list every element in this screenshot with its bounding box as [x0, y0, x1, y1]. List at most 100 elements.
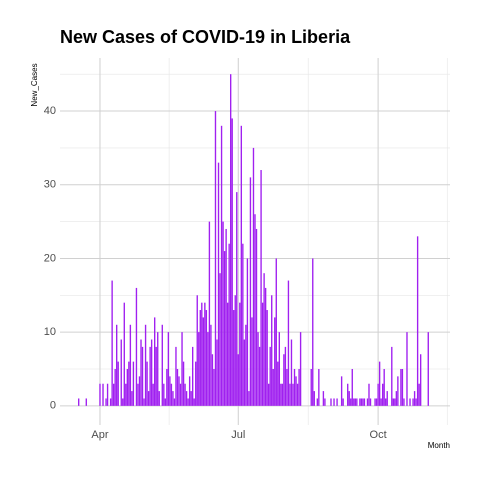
bar [195, 361, 197, 406]
bar [385, 398, 387, 406]
bar [381, 383, 384, 406]
bar [111, 280, 113, 406]
bar [413, 391, 416, 406]
bar [296, 383, 299, 406]
bar [78, 398, 80, 406]
bar [409, 398, 411, 406]
bar [378, 361, 381, 406]
bar [216, 339, 218, 406]
bar [374, 398, 376, 406]
bar [377, 383, 379, 406]
bar [416, 236, 419, 406]
bar [166, 368, 168, 406]
bar [299, 332, 302, 406]
bar [347, 383, 349, 406]
bar [363, 398, 366, 406]
bar [132, 361, 135, 406]
bar [187, 398, 189, 406]
bar [150, 339, 153, 406]
bar [105, 398, 107, 406]
bar [415, 398, 417, 406]
bar [392, 398, 394, 406]
x-tick-label: Jul [231, 429, 245, 441]
bar [419, 354, 422, 406]
bar [353, 398, 355, 406]
bar [267, 383, 270, 406]
bar [362, 398, 364, 406]
bar [106, 383, 109, 406]
bar [359, 398, 361, 406]
bar [172, 391, 174, 406]
bar [350, 398, 352, 406]
bar [254, 214, 256, 406]
bar [85, 398, 87, 406]
bar [391, 346, 393, 406]
y-axis-label: New_Cases [30, 63, 39, 106]
bar [258, 346, 261, 406]
bar [154, 317, 156, 406]
bar [252, 147, 255, 406]
bar [336, 398, 338, 406]
y-tick-label: 40 [44, 105, 56, 117]
bar [176, 368, 179, 406]
bar [324, 398, 326, 406]
bar [418, 383, 420, 406]
bar [210, 324, 212, 406]
bar [340, 376, 343, 406]
y-tick-label: 30 [44, 179, 56, 191]
bar [351, 368, 353, 406]
bar [220, 125, 223, 406]
bar [155, 346, 157, 406]
bar [149, 346, 151, 406]
bar [213, 368, 215, 406]
bar [237, 354, 239, 406]
bar [290, 339, 293, 406]
bar [157, 332, 159, 406]
bar [223, 251, 226, 406]
bar [366, 398, 369, 406]
bar [264, 287, 267, 406]
bar [123, 302, 125, 406]
bar [201, 302, 203, 406]
bar [333, 398, 335, 406]
bar [275, 258, 277, 406]
bar [322, 391, 325, 406]
bar [298, 368, 300, 406]
bar [112, 383, 115, 406]
bar [260, 170, 262, 406]
bar [217, 162, 220, 406]
bar [348, 391, 350, 406]
bar [293, 368, 296, 406]
bar [287, 280, 290, 406]
bar [427, 332, 429, 406]
bar [128, 361, 130, 406]
bar [211, 354, 214, 406]
bar [246, 258, 249, 406]
bar [263, 273, 265, 406]
bar [375, 398, 378, 406]
bar [173, 398, 176, 406]
bar [114, 368, 116, 406]
bar [184, 383, 186, 406]
bar [274, 317, 276, 406]
bar [170, 383, 173, 406]
bar [158, 391, 160, 406]
bar [412, 398, 414, 406]
bar [397, 376, 399, 406]
x-tick-label: Apr [91, 429, 108, 441]
bar [245, 324, 247, 406]
bar [231, 118, 233, 406]
x-tick-label: Oct [370, 429, 387, 441]
bar [395, 391, 398, 406]
bar [138, 376, 141, 406]
bar [228, 243, 230, 406]
bar [406, 332, 408, 406]
bar [199, 310, 201, 406]
bar [198, 332, 200, 406]
bar [277, 361, 279, 406]
bar [234, 295, 236, 406]
bar [146, 361, 148, 406]
bar [380, 398, 382, 406]
y-tick-label: 10 [44, 326, 56, 338]
